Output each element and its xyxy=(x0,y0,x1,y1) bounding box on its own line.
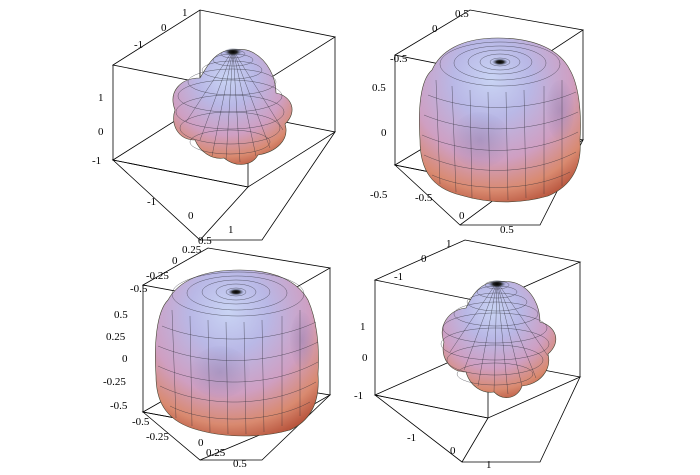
tick-label: -1 xyxy=(354,390,363,402)
surface-four-lobed xyxy=(172,48,293,165)
tick-label: 0 xyxy=(122,353,128,365)
tick-label: 0 xyxy=(421,253,427,265)
tick-label: 0 xyxy=(432,23,438,35)
tick-label: 1 xyxy=(446,238,452,250)
panel-top-left: -1 0 1 1 0 -1 -1 0 1 xyxy=(92,7,337,241)
tick-label: 0 xyxy=(381,127,387,139)
tick-label: 1 xyxy=(360,321,366,333)
surface-rounded-cube xyxy=(155,269,319,437)
tick-label: -1 xyxy=(92,155,101,167)
tick-label: 0 xyxy=(198,437,204,449)
tick-label: -0.25 xyxy=(146,431,169,443)
tick-label: 0.5 xyxy=(455,8,469,20)
tick-label: 0.5 xyxy=(372,82,386,94)
surface-rounded-cube xyxy=(419,37,581,203)
tick-label: 0 xyxy=(450,445,456,457)
panel-bottom-left: -0.5 -0.25 0 0.25 0.5 0.5 0.25 0 -0.25 -… xyxy=(103,235,332,470)
tick-label: -0.5 xyxy=(110,400,128,412)
tick-label: 0 xyxy=(98,126,104,138)
tick-labels: -1 0 1 1 0 -1 -1 0 1 xyxy=(354,238,492,471)
tick-label: 0.25 xyxy=(206,447,226,459)
tick-labels: -0.5 -0.25 0 0.25 0.5 0.5 0.25 0 -0.25 -… xyxy=(103,235,247,470)
tick-label: 0 xyxy=(188,210,194,222)
tick-label: 0.25 xyxy=(106,331,126,343)
tick-label: -0.5 xyxy=(132,416,150,428)
tick-label: 0.5 xyxy=(198,235,212,247)
tick-label: 0.25 xyxy=(182,244,202,256)
tick-labels: -0.5 0 0.5 0.5 0 -0.5 -0.5 0 0.5 xyxy=(370,8,514,236)
tick-label: -0.5 xyxy=(370,189,388,201)
tick-label: 1 xyxy=(98,92,104,104)
tick-label: -1 xyxy=(134,39,143,51)
panel-top-right: -0.5 0 0.5 0.5 0 -0.5 -0.5 0 0.5 xyxy=(370,8,585,236)
tick-label: 0 xyxy=(161,22,167,34)
tick-label: -0.5 xyxy=(130,283,148,295)
tick-label: -0.25 xyxy=(103,376,126,388)
tick-label: -1 xyxy=(394,271,403,283)
tick-label: 0.5 xyxy=(114,309,128,321)
tick-label: -1 xyxy=(407,432,416,444)
tick-label: 0 xyxy=(172,255,178,267)
tick-label: -1 xyxy=(147,196,156,208)
tick-labels: -1 0 1 1 0 -1 -1 0 1 xyxy=(92,7,234,236)
surface-four-lobed xyxy=(440,280,557,398)
tick-label: -0.5 xyxy=(415,192,433,204)
tick-label: -0.25 xyxy=(146,270,169,282)
tick-label: 0.5 xyxy=(500,224,514,236)
tick-label: 1 xyxy=(182,7,188,19)
tick-label: 0 xyxy=(362,352,368,364)
tick-label: 0 xyxy=(459,210,465,222)
tick-label: 1 xyxy=(486,459,492,471)
tick-label: 1 xyxy=(228,224,234,236)
tick-label: -0.5 xyxy=(390,53,408,65)
tick-label: 0.5 xyxy=(233,458,247,470)
panel-bottom-right: -1 0 1 1 0 -1 -1 0 1 xyxy=(354,238,582,471)
